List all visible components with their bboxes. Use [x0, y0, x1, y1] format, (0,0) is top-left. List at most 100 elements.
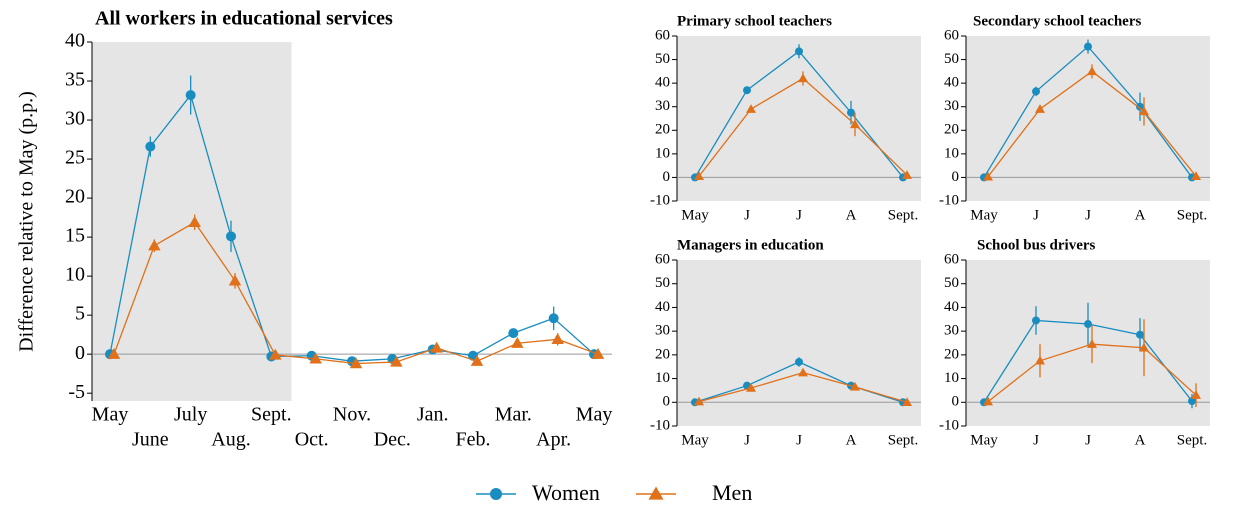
marker	[902, 170, 912, 179]
x-tick-label: J	[1085, 432, 1091, 448]
marker	[188, 216, 201, 227]
marker	[902, 397, 912, 407]
chart-title: School bus drivers	[977, 237, 1096, 253]
marker	[648, 486, 664, 500]
y-tick-label: 40	[65, 30, 85, 52]
marker	[591, 347, 605, 359]
marker	[430, 341, 443, 353]
chart-title: Secondary school teachers	[973, 13, 1141, 29]
panel: School bus drivers -10 0 10 20 30 40 50 60 May J J A…	[939, 237, 1210, 448]
x-tick-label: Sept.	[888, 432, 918, 448]
x-tick-label: J	[744, 432, 750, 448]
x-tick-label: July	[174, 404, 207, 426]
y-tick-label: 30	[655, 98, 670, 114]
marker	[746, 104, 756, 113]
y-tick-label: 15	[65, 225, 85, 247]
x-tick-label: J	[1033, 207, 1039, 223]
panel: Managers in education -10 0 10 20 30 40 50 60 May…	[650, 237, 921, 448]
marker	[694, 396, 704, 406]
marker	[349, 357, 363, 369]
y-tick-label: -10	[939, 417, 959, 433]
x-tick-label: Oct.	[295, 429, 329, 451]
y-tick-label: 50	[655, 275, 670, 291]
marker	[1136, 102, 1144, 111]
y-tick-label: 25	[65, 147, 85, 169]
x-tick-label: Sept.	[1177, 432, 1207, 448]
marker	[1032, 316, 1040, 325]
y-tick-label: 20	[655, 122, 670, 138]
marker	[1139, 106, 1149, 116]
x-tick-label: Sept.	[888, 207, 918, 223]
marker	[1139, 342, 1149, 352]
x-tick-label: Apr.	[536, 429, 571, 451]
x-tick-label: J	[1085, 207, 1091, 223]
y-tick-label: 40	[944, 299, 959, 315]
y-tick-label: 40	[655, 299, 670, 315]
marker	[798, 367, 808, 377]
x-tick-label: J	[1033, 432, 1039, 448]
marker	[309, 352, 322, 364]
marker	[1191, 390, 1201, 399]
marker	[983, 171, 993, 181]
chart-title: All workers in educational services	[95, 8, 393, 30]
x-tick-label: May	[681, 432, 709, 448]
chart-title: Managers in education	[677, 237, 824, 253]
marker	[795, 47, 803, 56]
panel: Secondary school teachers -10 0 10 20 30 40 50 6…	[939, 13, 1210, 223]
plot-background	[677, 260, 921, 426]
marker	[511, 336, 524, 348]
marker	[470, 354, 484, 366]
plot-background	[677, 36, 921, 201]
y-tick-label: 40	[944, 75, 959, 91]
legend: Women Men	[476, 480, 752, 505]
y-tick-label: 10	[944, 370, 959, 386]
y-tick-label: -10	[650, 417, 670, 433]
x-tick-label: May	[970, 207, 998, 223]
marker	[694, 171, 704, 180]
y-tick-label: 60	[944, 251, 959, 267]
marker	[847, 108, 855, 117]
y-tick-label: -5	[68, 381, 85, 403]
x-tick-label: J	[744, 207, 750, 223]
marker	[1188, 397, 1196, 406]
marker	[743, 86, 751, 95]
marker	[1035, 104, 1045, 113]
y-tick-label: 10	[655, 370, 670, 386]
legend-label: Women	[532, 480, 600, 505]
y-tick-label: 20	[944, 346, 959, 362]
chart-title: Primary school teachers	[677, 13, 832, 29]
y-tick-label: 50	[944, 275, 959, 291]
marker	[1136, 330, 1144, 339]
x-tick-label: Dec.	[374, 429, 411, 451]
y-tick-label: 50	[944, 51, 959, 67]
x-tick-label: Feb.	[456, 429, 491, 451]
x-tick-label: May	[92, 404, 129, 426]
x-tick-label: Mar.	[495, 404, 532, 426]
marker	[798, 73, 808, 83]
marker	[850, 119, 860, 129]
y-tick-label: 40	[655, 75, 670, 91]
marker	[746, 383, 756, 392]
x-tick-label: A	[846, 432, 857, 448]
marker	[983, 396, 993, 406]
x-tick-label: May	[576, 404, 613, 426]
x-tick-label: May	[681, 207, 709, 223]
y-tick-label: 0	[952, 394, 960, 410]
y-tick-label: 30	[944, 323, 959, 339]
y-tick-label: 0	[663, 394, 671, 410]
y-tick-label: 50	[655, 51, 670, 67]
marker	[148, 239, 161, 251]
x-tick-label: May	[970, 432, 998, 448]
marker	[226, 231, 236, 242]
y-tick-label: 0	[75, 342, 85, 364]
marker	[1032, 87, 1040, 96]
y-axis-label: Difference relative to May (p.p.)	[16, 91, 38, 352]
x-tick-label: Sept.	[251, 404, 292, 426]
y-tick-label: -10	[939, 192, 959, 208]
marker	[185, 90, 196, 101]
y-tick-label: 60	[944, 27, 959, 43]
y-tick-label: 60	[655, 251, 670, 267]
marker	[1084, 42, 1092, 51]
y-tick-label: 10	[944, 145, 959, 161]
